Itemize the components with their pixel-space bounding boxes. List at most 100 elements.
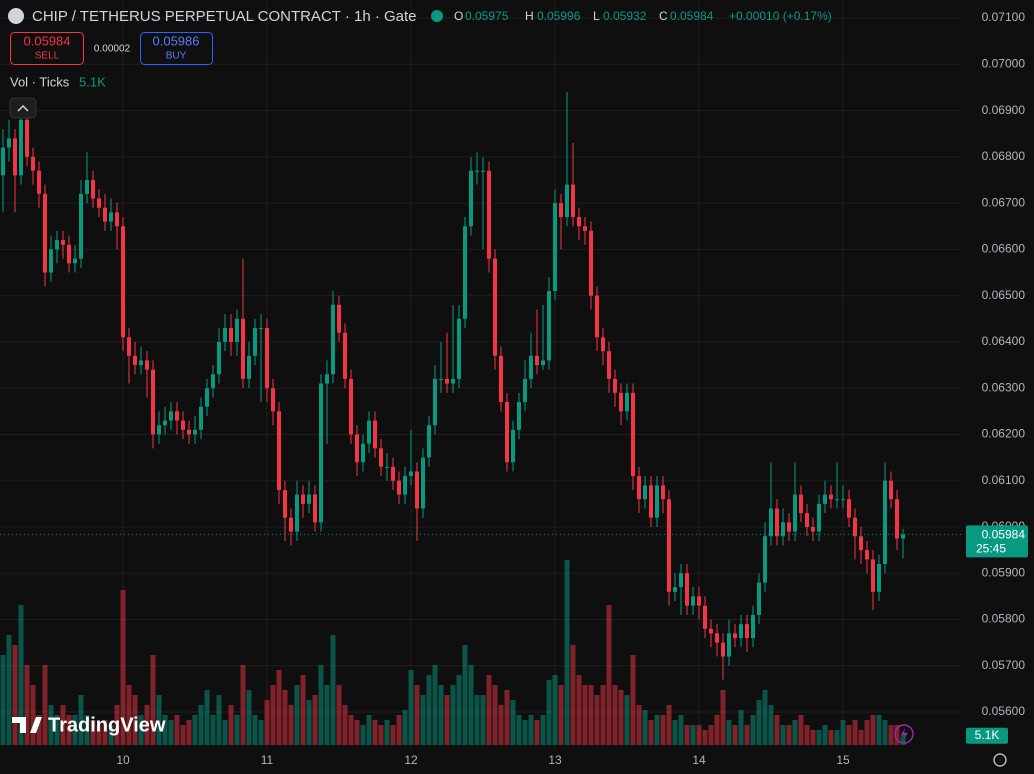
candle-body <box>277 411 281 490</box>
volume-bar <box>456 675 462 745</box>
volume-bar <box>492 685 498 745</box>
candle-body <box>829 494 833 500</box>
candle-body <box>259 328 263 330</box>
volume-bar <box>432 665 438 745</box>
volume-bar <box>510 700 516 745</box>
candle-body <box>739 624 743 639</box>
candle-body <box>595 295 599 338</box>
volume-tag-value: 5.1K <box>975 728 1000 742</box>
volume-bar <box>438 685 444 745</box>
candle-body <box>403 476 407 495</box>
volume-bar <box>600 685 606 745</box>
volume-bar <box>60 705 66 745</box>
candle-body <box>145 360 149 370</box>
volume-bar <box>828 730 834 745</box>
volume-bar <box>486 675 492 745</box>
candle-body <box>313 494 317 523</box>
volume-bar <box>192 715 198 745</box>
candle-body <box>667 499 671 592</box>
collapse-button[interactable] <box>9 97 37 119</box>
volume-bar <box>624 695 630 745</box>
symbol-icon[interactable] <box>8 8 24 24</box>
candle-body <box>499 355 503 403</box>
y-tick-label: 0.05900 <box>982 565 1026 579</box>
volume-bar <box>0 655 6 745</box>
volume-bar <box>864 720 870 745</box>
candle-body <box>835 499 839 501</box>
buy-button[interactable] <box>140 32 213 65</box>
volume-bar <box>504 690 510 745</box>
candle-body <box>31 156 35 171</box>
candle-body <box>91 179 95 199</box>
volume-bar <box>234 715 240 745</box>
volume-bar <box>474 695 480 745</box>
volume-bar <box>372 720 378 745</box>
bolt-button[interactable] <box>894 724 914 744</box>
volume-bar <box>270 685 276 745</box>
settings-button[interactable] <box>993 753 1007 767</box>
ohlc-letter: L <box>593 9 600 23</box>
candle-body <box>37 170 41 194</box>
y-tick-label: 0.06200 <box>982 427 1026 441</box>
logo-icon <box>12 717 42 733</box>
candle-body <box>637 476 641 500</box>
volume-tag <box>966 727 1008 744</box>
candle-body <box>853 517 857 537</box>
candle-body <box>589 230 593 296</box>
volume-bar <box>870 715 876 745</box>
x-tick-label: 13 <box>548 753 562 767</box>
candle-body <box>517 402 521 430</box>
volume-bar <box>318 665 324 745</box>
volume-bar <box>756 700 762 745</box>
candle-body <box>613 378 617 393</box>
volume-bar <box>606 605 612 745</box>
candle-body <box>103 207 107 222</box>
candle-body <box>889 480 893 500</box>
volume-bar <box>66 715 72 745</box>
candle-body <box>187 429 191 435</box>
candle-body <box>19 119 23 176</box>
ohlc-letter: C <box>659 9 668 23</box>
candle-body <box>529 355 533 379</box>
volume-bar <box>48 705 54 745</box>
volume-bar <box>186 720 192 745</box>
y-tick-label: 0.07000 <box>982 56 1026 70</box>
sell-button[interactable] <box>10 32 84 65</box>
volume-bar <box>786 725 792 745</box>
candle-body <box>559 203 563 217</box>
candle-body <box>883 480 887 565</box>
candle-body <box>811 526 815 532</box>
spread: 0.00002 <box>94 44 131 55</box>
candle-body <box>421 457 425 509</box>
candle-body <box>709 628 713 634</box>
volume-bar <box>258 720 264 745</box>
volume-bar <box>738 710 744 745</box>
y-tick-label: 0.07100 <box>982 10 1026 24</box>
volume-bar <box>240 665 246 745</box>
candle-body <box>799 494 803 514</box>
candle-body <box>115 212 119 227</box>
candle-body <box>109 212 113 222</box>
overlay: 0.056000.057000.058000.059000.060000.061… <box>0 10 1028 767</box>
y-tick-label: 0.06700 <box>982 195 1026 209</box>
candle-body <box>631 392 635 477</box>
candle-body <box>649 485 653 518</box>
candle-body <box>325 374 329 384</box>
volume-bar <box>744 725 750 745</box>
price-tag-countdown: 25:45 <box>976 542 1006 556</box>
volume-bar <box>564 560 570 745</box>
volume-bar <box>678 715 684 745</box>
volume-bar <box>426 675 432 745</box>
volume-bar <box>642 710 648 745</box>
volume-bar <box>126 685 132 745</box>
candle-body <box>487 170 491 259</box>
candle-body <box>367 420 371 444</box>
volume-bar <box>396 715 402 745</box>
candle-body <box>43 193 47 273</box>
candle-body <box>751 614 755 639</box>
candle-body <box>697 596 701 606</box>
candle-body <box>385 466 389 468</box>
candle-body <box>877 564 881 592</box>
candle-body <box>433 378 437 426</box>
candle-body <box>685 573 689 606</box>
